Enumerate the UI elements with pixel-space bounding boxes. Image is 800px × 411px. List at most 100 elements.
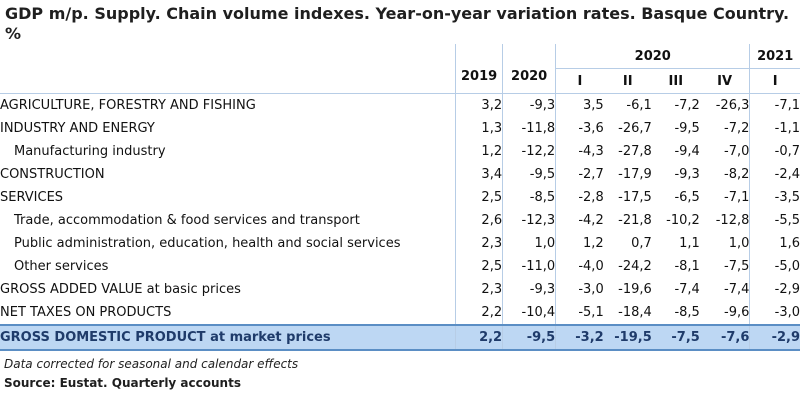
source-note: Source: Eustat. Quarterly accounts [4,376,241,390]
cell-q1: -3,0 [578,282,604,297]
cell-q4: -7,2 [699,117,751,140]
cell-q3: -7,2 [674,98,700,113]
cell-2021-q1: -2,4 [774,167,800,182]
cell-q2: -27,8 [618,144,652,159]
row-label: NET TAXES ON PRODUCTS [0,301,457,326]
cell-q1: 3,5 [583,98,604,113]
table-row: CONSTRUCTION 3,4 -9,5 -2,7 -17,9 -9,3 -8… [0,163,800,186]
cell-q3: -6,5 [674,190,700,205]
cell-q4: -7,0 [699,140,751,163]
cell-2021-q1: -3,5 [774,190,800,205]
cell-q3: -8,1 [674,259,700,274]
header-row-years: 2019 2020 2020 2021 [0,44,800,94]
table-row: INDUSTRY AND ENERGY 1,3 -11,8 -3,6 -26,7… [0,117,800,140]
cell-q1: -3,6 [578,121,604,136]
header-group-2021: 2021 [749,44,800,69]
cell-2021-q1: -5,0 [774,259,800,274]
cell-q2: -21,8 [618,213,652,228]
cell-q1: -2,8 [578,190,604,205]
row-label: CONSTRUCTION [0,163,457,186]
table-row: NET TAXES ON PRODUCTS 2,2 -10,4 -5,1 -18… [0,301,800,326]
table-body: AGRICULTURE, FORESTRY AND FISHING 3,2 -9… [0,93,800,351]
header-q4-2020: IV [699,68,751,94]
cell-2019: 1,2 [455,140,504,163]
cell-q4: -8,2 [699,163,751,186]
total-2021-q1: -2,9 [749,325,800,351]
cell-q3: -8,5 [651,301,700,326]
row-label: Trade, accommodation & food services and… [0,209,457,232]
cell-q3: -9,3 [674,167,700,182]
cell-2019: 2,3 [455,232,504,255]
table-row: Manufacturing industry 1,2 -12,2 -4,3 -2… [0,140,800,163]
header-q3-2020: III [651,68,700,94]
cell-q4: -12,8 [699,209,751,232]
cell-q2: -24,2 [618,259,652,274]
total-q4: -7,6 [699,325,751,351]
header-q1-2020: I [555,68,604,94]
row-label: GROSS ADDED VALUE at basic prices [0,278,457,301]
cell-q1: -4,0 [578,259,604,274]
table-row: Other services 2,5 -11,0 -4,0 -24,2 -8,1… [0,255,800,278]
row-label: Manufacturing industry [0,140,457,163]
cell-2021-q1: -1,1 [774,121,800,136]
cell-2020: 1,0 [502,232,557,255]
table-row: Trade, accommodation & food services and… [0,209,800,232]
cell-2019: 2,3 [455,278,504,301]
table-row: Public administration, education, health… [0,232,800,255]
header-row-quarters: I II III IV I [0,68,800,94]
cell-q1: 1,2 [583,236,604,251]
cell-q3: -7,4 [674,282,700,297]
cell-q4: -7,4 [699,278,751,301]
cell-q3: -9,5 [674,121,700,136]
row-label: Other services [0,255,457,278]
table-title: GDP m/p. Supply. Chain volume indexes. Y… [5,4,790,43]
cell-2021-q1: -0,7 [774,144,800,159]
cell-2019: 2,2 [455,301,504,326]
cell-q4: -7,5 [699,255,751,278]
cell-2020: -9,3 [502,278,557,301]
header-q1-2021: I [749,68,800,94]
cell-q1: -4,2 [578,213,604,228]
cell-q2: -6,1 [626,98,652,113]
cell-q1: -5,1 [555,301,604,326]
row-label: SERVICES [0,186,457,209]
cell-q2: -18,4 [603,301,652,326]
gdp-table: 2019 2020 2020 2021 I II III IV I AGRICU… [0,44,800,351]
cell-2020: -9,5 [502,163,557,186]
header-q2-2020: II [603,68,652,94]
cell-q4: -7,1 [699,186,751,209]
cell-2019: 2,5 [455,186,504,209]
table-row: GROSS ADDED VALUE at basic prices 2,3 -9… [0,278,800,301]
cell-q4: -26,3 [699,93,751,117]
total-q1: -3,2 [555,325,604,351]
cell-2019: 1,3 [455,117,504,140]
cell-2020: -12,2 [502,140,557,163]
total-q2: -19,5 [603,325,652,351]
cell-q3: 1,1 [679,236,700,251]
cell-q3: -9,4 [674,144,700,159]
cell-q2: -26,7 [618,121,652,136]
header-2019: 2019 [455,44,504,94]
header-label-cell [0,44,457,94]
cell-2020: -12,3 [502,209,557,232]
cell-q2: -17,9 [618,167,652,182]
table-row: SERVICES 2,5 -8,5 -2,8 -17,5 -6,5 -7,1 -… [0,186,800,209]
footnote: Data corrected for seasonal and calendar… [4,357,299,371]
header-2020: 2020 [502,44,557,94]
total-label: GROSS DOMESTIC PRODUCT at market prices [0,325,457,351]
cell-2021-q1: -7,1 [774,98,800,113]
total-2020: -9,5 [502,325,557,351]
cell-2021-q1: -5,5 [774,213,800,228]
row-label: INDUSTRY AND ENERGY [0,117,457,140]
cell-q4: -9,6 [699,301,751,326]
cell-2020: -8,5 [502,186,557,209]
cell-q2: 0,7 [631,236,652,251]
cell-2020: -10,4 [502,301,557,326]
cell-2019: 3,2 [455,93,504,117]
cell-2019: 3,4 [455,163,504,186]
cell-q1: -2,7 [578,167,604,182]
cell-q2: -17,5 [618,190,652,205]
cell-2019: 2,5 [455,255,504,278]
row-label: AGRICULTURE, FORESTRY AND FISHING [0,93,457,117]
cell-2019: 2,6 [455,209,504,232]
